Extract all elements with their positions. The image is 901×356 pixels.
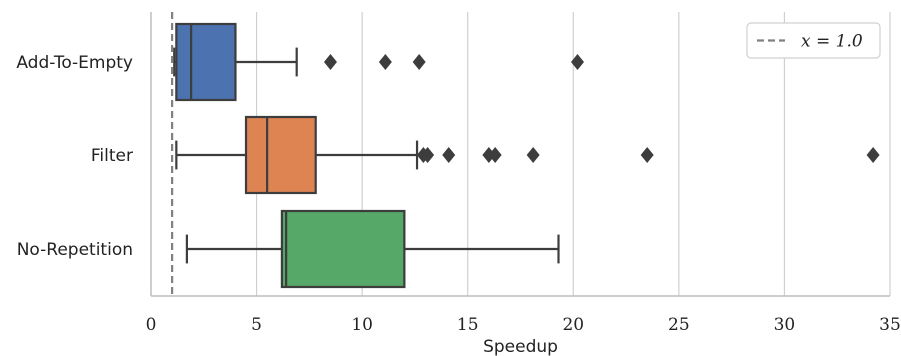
iqr-box xyxy=(175,22,237,102)
outlier-point xyxy=(640,147,654,163)
y-category-label: Add-To-Empty xyxy=(16,53,133,73)
outlier-point xyxy=(571,54,585,70)
outlier-point xyxy=(421,147,435,163)
x-tick-label: 30 xyxy=(774,315,796,335)
box-filter xyxy=(175,115,880,195)
x-tick-label: 25 xyxy=(668,315,690,335)
x-tick-label: 0 xyxy=(146,315,157,335)
x-tick-label: 5 xyxy=(251,315,262,335)
outlier-point xyxy=(378,54,392,70)
outlier-point xyxy=(526,147,540,163)
box-no-repetition xyxy=(185,209,560,289)
iqr-box xyxy=(280,209,406,289)
legend: x = 1.0 xyxy=(746,22,881,59)
outlier-point xyxy=(412,54,426,70)
outlier-point xyxy=(323,54,337,70)
iqr-box xyxy=(244,115,317,195)
x-tick-label: 10 xyxy=(351,315,373,335)
x-tick-label: 35 xyxy=(879,315,901,335)
box-plot-marks xyxy=(173,22,880,289)
y-category-label: Filter xyxy=(91,146,133,166)
x-tick-label: 20 xyxy=(562,315,584,335)
x-tick-label: 15 xyxy=(457,315,479,335)
x-axis-label: Speedup xyxy=(483,337,558,356)
legend-box xyxy=(746,22,881,59)
axes: 0 5 10 15 20 25 30 35 Add-To-Empty Filter No-Repet… xyxy=(16,12,901,335)
box-add-to-empty xyxy=(173,22,585,102)
outlier-point xyxy=(488,147,502,163)
y-category-label: No-Repetition xyxy=(17,240,133,260)
legend-label: x = 1.0 xyxy=(801,32,863,52)
outlier-point xyxy=(866,147,880,163)
outlier-point xyxy=(442,147,456,163)
